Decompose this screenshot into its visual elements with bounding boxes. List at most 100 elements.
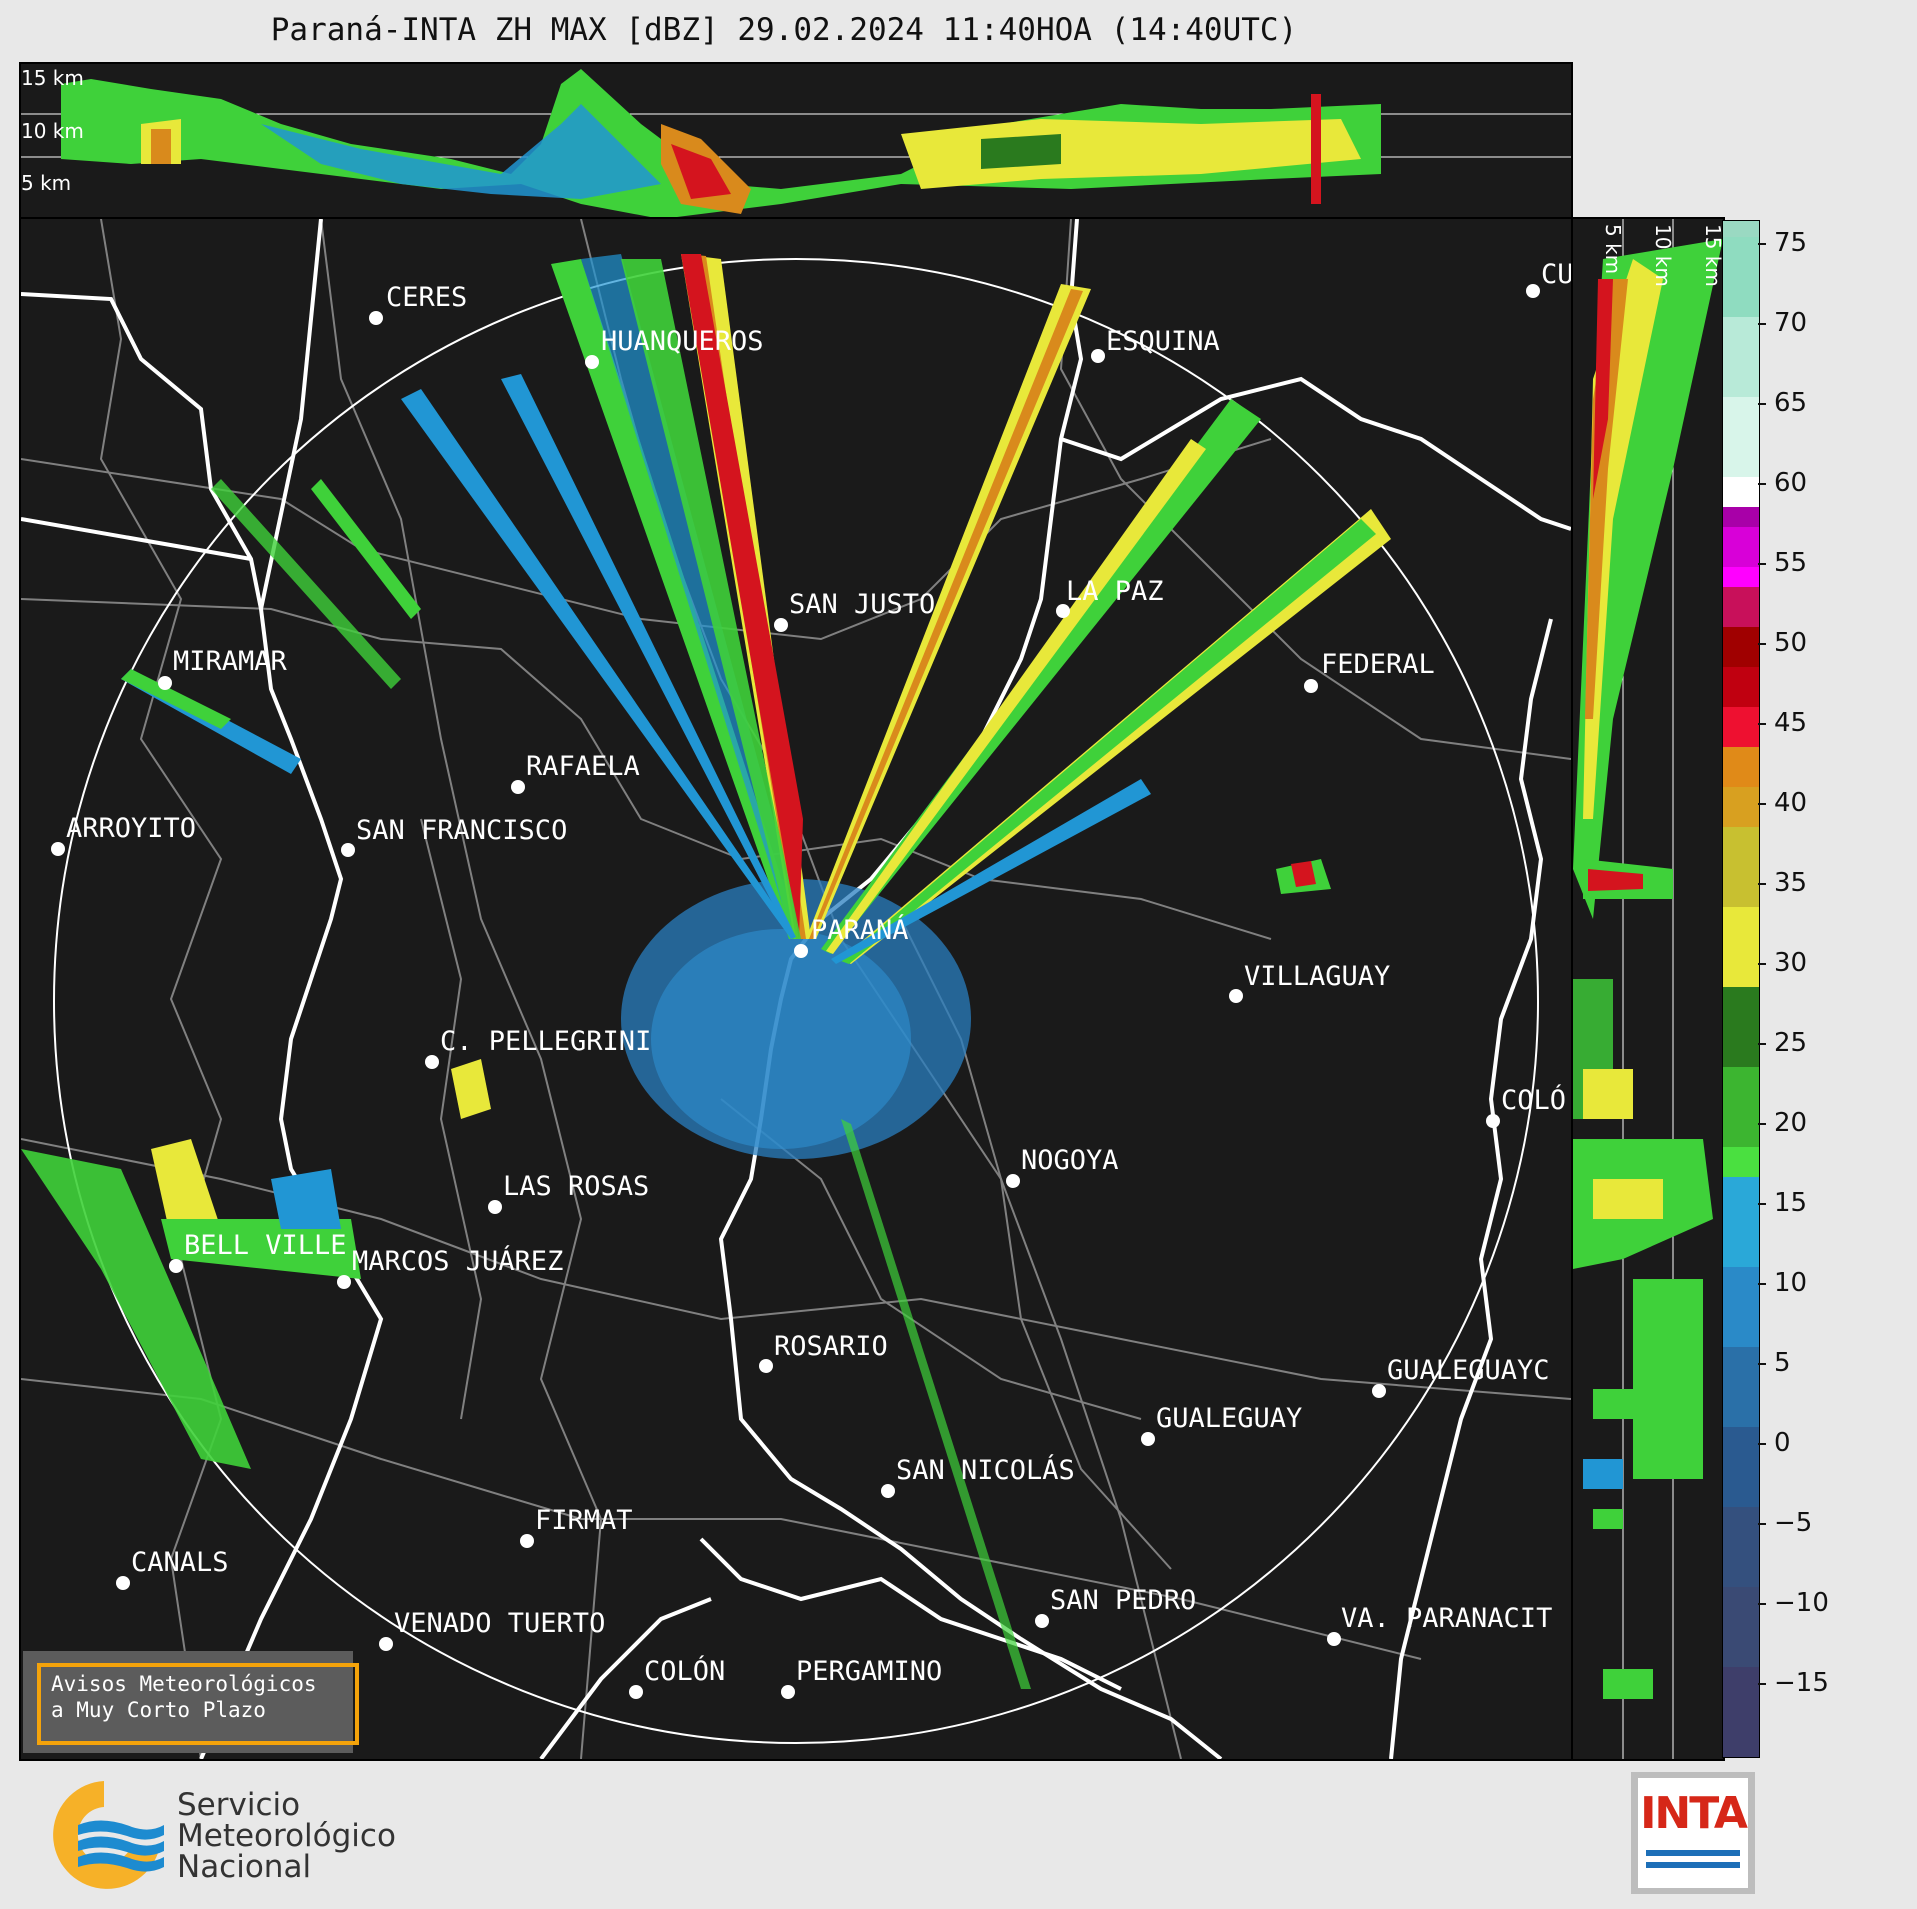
city-dot xyxy=(488,1200,502,1214)
city-label: COLÓ xyxy=(1501,1085,1567,1116)
colorbar-tick: −5 xyxy=(1757,1508,1812,1538)
city-dot xyxy=(425,1055,439,1069)
colorbar-tick: 55 xyxy=(1757,548,1807,578)
right-cross-section-plot xyxy=(1573,219,1723,1759)
city-dot xyxy=(1372,1384,1386,1398)
colorbar-tick: 5 xyxy=(1758,1348,1791,1378)
city-dot xyxy=(1486,1114,1500,1128)
range-ring xyxy=(53,258,1539,1744)
city-label: SAN JUSTO xyxy=(789,589,936,620)
colorbar xyxy=(1722,220,1760,1758)
city-dot xyxy=(1327,1632,1341,1646)
avisos-line1: Avisos Meteorológicos xyxy=(51,1672,317,1696)
city-label: COLÓN xyxy=(644,1656,726,1687)
colorbar-tick: −10 xyxy=(1758,1588,1829,1618)
colorbar-tick: −15 xyxy=(1758,1668,1829,1698)
top-cross-section-plot xyxy=(21,69,1571,219)
city-dot xyxy=(1229,989,1243,1003)
colorbar-tick: 30 xyxy=(1757,948,1807,978)
city-dot xyxy=(759,1359,773,1373)
avisos-box[interactable]: Avisos Meteorológicos a Muy Corto Plazo xyxy=(23,1651,359,1753)
city-label: GUALEGUAYC xyxy=(1387,1355,1550,1386)
inta-stripes-icon xyxy=(1646,1850,1740,1868)
city-label: PERGAMINO xyxy=(796,1656,943,1687)
colorbar-tick: 70 xyxy=(1757,308,1807,338)
inta-logo-text: INTA xyxy=(1640,1788,1748,1839)
city-dot xyxy=(369,311,383,325)
city-dot xyxy=(774,618,788,632)
height-label-15km-right: 15 km xyxy=(1701,224,1725,287)
radar-echoes xyxy=(21,254,1391,1689)
height-label-10km: 10 km xyxy=(21,119,84,143)
city-dot xyxy=(379,1637,393,1651)
colorbar-tick: 40 xyxy=(1757,788,1807,818)
city-label: PARANÁ xyxy=(811,915,909,946)
city-dot xyxy=(1091,349,1105,363)
inta-logo: INTA xyxy=(1631,1772,1755,1894)
city-dot xyxy=(794,944,808,958)
right-cross-section: 5 km 10 km 15 km xyxy=(1571,217,1725,1761)
city-label: FEDERAL xyxy=(1321,649,1435,680)
avisos-line2: a Muy Corto Plazo xyxy=(51,1698,266,1722)
top-cross-section: 15 km 10 km 5 km xyxy=(19,62,1573,221)
smn-logo-icon xyxy=(53,1781,164,1889)
city-label: LA PAZ xyxy=(1066,576,1164,607)
colorbar-tick: 20 xyxy=(1757,1108,1807,1138)
city-label: NOGOYA xyxy=(1021,1145,1119,1176)
city-dot xyxy=(1056,604,1070,618)
city-label: SAN NICOLÁS xyxy=(896,1455,1075,1486)
city-label: VENADO TUERTO xyxy=(394,1608,606,1639)
colorbar-tick: 35 xyxy=(1757,868,1807,898)
city-dot xyxy=(1006,1174,1020,1188)
colorbar-tick: 65 xyxy=(1757,388,1807,418)
city-dot xyxy=(511,780,525,794)
city-label: C. PELLEGRINI xyxy=(440,1026,652,1057)
city-label: CERES xyxy=(386,282,468,313)
city-label: SAN PEDRO xyxy=(1050,1585,1197,1616)
city-label: ROSARIO xyxy=(774,1331,888,1362)
city-label: FIRMAT xyxy=(535,1505,633,1536)
top-echo-shapes xyxy=(61,69,1381,219)
colorbar-tick: 45 xyxy=(1757,708,1807,738)
city-label: MIRAMAR xyxy=(173,646,287,677)
city-label: CU xyxy=(1541,259,1573,290)
map-title: Paraná-INTA ZH MAX [dBZ] 29.02.2024 11:4… xyxy=(270,12,1298,48)
city-label: RAFAELA xyxy=(526,751,640,782)
city-dot xyxy=(169,1259,183,1273)
height-label-5km-right: 5 km xyxy=(1601,224,1625,275)
city-dot xyxy=(629,1685,643,1699)
smn-line1: Servicio xyxy=(177,1787,301,1823)
city-dot xyxy=(1526,284,1540,298)
city-dot xyxy=(1035,1614,1049,1628)
city-dot xyxy=(51,842,65,856)
city-label: SAN FRANCISCO xyxy=(356,815,568,846)
colorbar-tick: 75 xyxy=(1757,228,1807,258)
city-label: VA. PARANACIT xyxy=(1341,1603,1553,1634)
city-label: ARROYITO xyxy=(66,813,197,844)
colorbar-tick: 15 xyxy=(1757,1188,1807,1218)
city-label: HUANQUEROS xyxy=(601,326,764,357)
city-label: BELL VILLE xyxy=(184,1230,347,1261)
colorbar-tick: 10 xyxy=(1757,1268,1807,1298)
radar-map-svg xyxy=(21,219,1571,1759)
city-label: ESQUINA xyxy=(1106,326,1220,357)
smn-line3: Nacional xyxy=(177,1849,312,1885)
city-dot xyxy=(585,355,599,369)
radar-map[interactable]: CERES HUANQUEROS ESQUINA CU SAN JUSTO LA… xyxy=(19,217,1573,1761)
height-label-15km: 15 km xyxy=(21,66,84,90)
city-dot xyxy=(116,1576,130,1590)
city-dot xyxy=(1304,679,1318,693)
colorbar-tick: 25 xyxy=(1757,1028,1807,1058)
colorbar-tick: 0 xyxy=(1758,1428,1791,1458)
avisos-label: Avisos Meteorológicos a Muy Corto Plazo xyxy=(37,1663,359,1745)
city-dot xyxy=(1141,1432,1155,1446)
city-label: CANALS xyxy=(131,1547,229,1578)
smn-line2: Meteorológico xyxy=(177,1818,396,1854)
height-label-5km: 5 km xyxy=(21,171,72,195)
smn-name: Servicio Meteorológico Nacional xyxy=(177,1790,396,1883)
city-label: VILLAGUAY xyxy=(1244,961,1391,992)
city-dot xyxy=(781,1685,795,1699)
height-label-10km-right: 10 km xyxy=(1651,224,1675,287)
colorbar-tick: 50 xyxy=(1757,628,1807,658)
city-label: GUALEGUAY xyxy=(1156,1403,1303,1434)
